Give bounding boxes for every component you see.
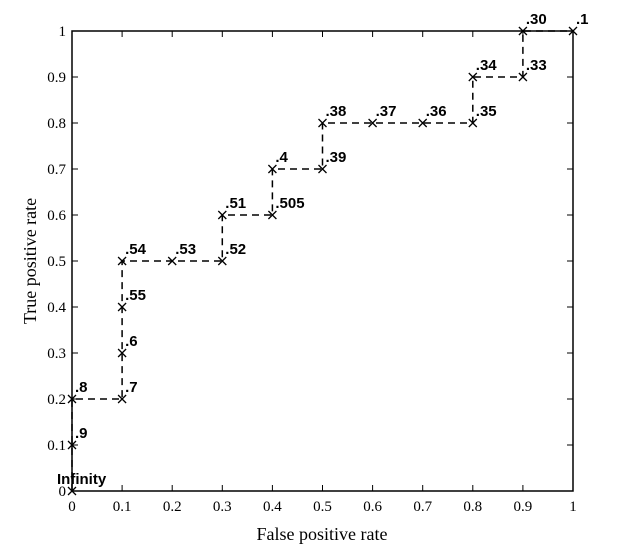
y-tick-label: 0.7 <box>47 162 66 178</box>
y-tick-label: 0.1 <box>47 438 66 454</box>
roc-line <box>71 30 573 491</box>
y-tick-label: 0.9 <box>47 70 66 86</box>
point-marker <box>167 256 177 266</box>
point-label: .51 <box>225 195 246 212</box>
x-tick-label: 1 <box>569 499 577 515</box>
point-marker <box>67 486 77 496</box>
y-tick-label: 0.3 <box>47 346 66 362</box>
y-tick-label: 0.8 <box>47 116 66 132</box>
point-label: .6 <box>125 333 138 350</box>
point-label: .54 <box>125 241 147 258</box>
point-label: .52 <box>225 241 246 258</box>
point-marker <box>518 72 528 82</box>
point-label: .8 <box>75 379 88 396</box>
y-tick-label: 0.4 <box>47 300 66 316</box>
point-label: .53 <box>175 241 196 258</box>
point-label: .35 <box>476 103 497 120</box>
point-label: .7 <box>125 379 138 396</box>
x-tick-label: 0.5 <box>313 499 332 515</box>
y-tick-label: 1 <box>59 24 67 40</box>
point-marker <box>468 72 478 82</box>
point-marker <box>267 210 277 220</box>
x-tick-label: 0.8 <box>463 499 482 515</box>
point-marker <box>518 26 528 36</box>
x-tick-label: 0.4 <box>263 499 282 515</box>
point-label: Infinity <box>57 471 107 488</box>
x-tick-label: 0.7 <box>413 499 432 515</box>
x-tick-label: 0.9 <box>514 499 533 515</box>
point-marker <box>117 256 127 266</box>
point-label: .33 <box>526 57 547 74</box>
y-axis-label: True positive rate <box>20 198 40 324</box>
point-marker <box>267 164 277 174</box>
point-marker <box>568 26 578 36</box>
point-marker <box>368 118 378 128</box>
point-marker <box>318 164 327 174</box>
point-marker <box>217 210 227 220</box>
y-tick-label: 0.6 <box>47 208 66 224</box>
point-marker <box>117 394 127 404</box>
point-label: .38 <box>326 103 347 120</box>
x-tick-label: 0.2 <box>163 499 182 515</box>
x-tick-label: 0 <box>68 499 76 515</box>
point-label: .30 <box>526 11 547 28</box>
point-marker <box>67 394 77 404</box>
point-label: .9 <box>75 425 88 442</box>
point-label: .39 <box>326 149 347 166</box>
x-tick-label: 0.6 <box>363 499 382 515</box>
point-marker <box>67 440 77 450</box>
point-label: .505 <box>275 195 304 212</box>
x-axis-label: False positive rate <box>257 524 388 544</box>
point-label: .36 <box>426 103 447 120</box>
point-marker <box>117 348 127 358</box>
x-tick-label: 0.1 <box>113 499 132 515</box>
point-label: .37 <box>376 103 397 120</box>
y-tick-label: 0.2 <box>47 392 66 408</box>
point-label: .1 <box>576 11 589 28</box>
point-marker <box>468 118 478 128</box>
point-label: .4 <box>275 149 288 166</box>
y-tick-label: 0.5 <box>47 254 66 270</box>
point-marker <box>418 118 428 128</box>
point-label: .34 <box>476 57 498 74</box>
point-marker <box>318 118 327 128</box>
point-marker <box>217 256 227 266</box>
x-tick-label: 0.3 <box>213 499 232 515</box>
point-marker <box>117 302 127 312</box>
y-tick-label: 0 <box>59 484 67 500</box>
point-label: .55 <box>125 287 146 304</box>
